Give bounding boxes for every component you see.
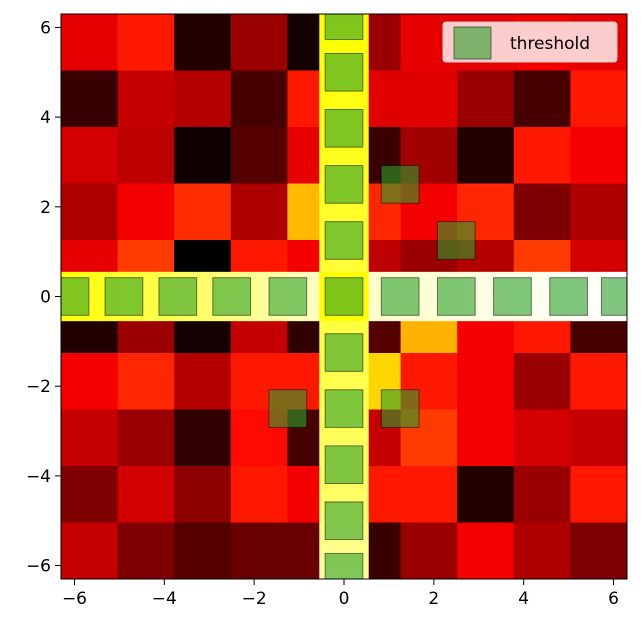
- heatmap-cell: [174, 466, 232, 523]
- heatmap-cell: [61, 522, 119, 579]
- heatmap-cell: [61, 70, 119, 128]
- heatmap-cell: [117, 522, 175, 579]
- x-tick-label: 6: [608, 589, 619, 609]
- heatmap-cell: [61, 14, 119, 71]
- y-tick-label: −2: [26, 377, 51, 397]
- heatmap-cell: [174, 70, 232, 128]
- heatmap-cell: [61, 409, 119, 467]
- threshold-marker: [493, 277, 532, 316]
- threshold-marker: [324, 109, 364, 148]
- x-tick-label: −6: [62, 589, 87, 609]
- heatmap-cell: [457, 70, 515, 128]
- y-tick-label: 6: [40, 18, 51, 38]
- heatmap-cell: [174, 127, 232, 184]
- threshold-marker: [268, 277, 308, 316]
- heatmap-cell: [570, 70, 627, 128]
- heatmap-cell: [117, 127, 175, 184]
- heatmap-cell: [174, 14, 232, 71]
- heatmap-cell: [457, 522, 515, 579]
- heatmap-cell: [513, 183, 571, 241]
- heatmap-cell: [230, 127, 288, 184]
- threshold-marker: [600, 277, 627, 316]
- heatmap-cell: [570, 522, 627, 579]
- heatmap-cell: [400, 522, 458, 579]
- heatmap-cell: [513, 127, 571, 184]
- heatmap-cell: [230, 70, 288, 128]
- threshold-marker: [268, 389, 308, 428]
- heatmap-cell: [570, 127, 627, 184]
- heatmap-cell: [61, 183, 119, 241]
- x-tick-label: 2: [428, 589, 439, 609]
- heatmap-cell: [230, 14, 288, 71]
- heatmap-cell: [513, 466, 571, 523]
- heatmap-cell: [61, 466, 119, 523]
- threshold-marker: [324, 277, 364, 316]
- heatmap-cell: [513, 522, 571, 579]
- heatmap-cell: [117, 409, 175, 467]
- heatmap-cell: [230, 183, 288, 241]
- x-tick-label: 4: [518, 589, 529, 609]
- heatmap-cell: [457, 466, 515, 523]
- heatmap-cell: [570, 183, 627, 241]
- legend: threshold: [442, 21, 618, 63]
- heatmap-cell: [117, 183, 175, 241]
- heatmap-cell: [117, 466, 175, 523]
- threshold-marker: [549, 277, 588, 316]
- heatmap-cell: [513, 70, 571, 128]
- threshold-marker: [324, 445, 364, 484]
- y-tick-label: 4: [40, 108, 51, 128]
- axis-ticks: −6 −4 −2 0 2 4 6 −6 −4 −2 0 2 4 6: [26, 18, 619, 609]
- heatmap-cell: [513, 409, 571, 467]
- heatmap-cell: [117, 14, 175, 71]
- legend-swatch-threshold: [453, 26, 492, 60]
- y-tick-label: 0: [40, 288, 51, 308]
- x-tick-label: −2: [242, 589, 267, 609]
- heatmap-cell: [117, 353, 175, 410]
- x-tick-label: 0: [339, 589, 350, 609]
- heatmap-cell: [61, 127, 119, 184]
- threshold-marker: [324, 14, 364, 41]
- legend-label-threshold: threshold: [510, 34, 590, 54]
- threshold-marker: [380, 165, 420, 204]
- heatmap-cell: [513, 353, 571, 410]
- threshold-marker: [324, 165, 364, 204]
- heatmap-cell: [570, 466, 627, 523]
- threshold-marker: [324, 501, 364, 541]
- threshold-marker: [436, 277, 476, 316]
- plot-area: [61, 14, 627, 579]
- threshold-marker: [104, 277, 144, 316]
- threshold-marker: [324, 52, 364, 92]
- heatmap-cell: [457, 409, 515, 467]
- heatmap-cell: [230, 466, 288, 523]
- heatmap-cell: [117, 70, 175, 128]
- heatmap-cell: [174, 353, 232, 410]
- y-tick-label: −6: [26, 557, 51, 577]
- threshold-marker: [436, 221, 476, 260]
- heatmap-cell: [230, 522, 288, 579]
- x-tick-label: −4: [152, 589, 177, 609]
- threshold-marker: [380, 277, 420, 316]
- threshold-marker: [324, 389, 364, 428]
- threshold-marker: [324, 552, 364, 579]
- y-tick-label: 2: [40, 198, 51, 218]
- heatmap-cell: [457, 353, 515, 410]
- threshold-marker: [158, 277, 198, 316]
- heatmap-cell: [457, 127, 515, 184]
- threshold-marker: [212, 277, 252, 316]
- heatmap-cell: [570, 353, 627, 410]
- heatmap-cell: [174, 409, 232, 467]
- heatmap-cell: [400, 466, 458, 523]
- threshold-marker: [61, 277, 90, 316]
- heatmap-cell: [174, 183, 232, 241]
- threshold-marker: [324, 221, 364, 260]
- heatmap-cell: [61, 353, 119, 410]
- threshold-marker: [380, 389, 420, 428]
- heatmap-cell: [174, 522, 232, 579]
- y-tick-label: −4: [26, 467, 51, 487]
- threshold-marker: [324, 333, 364, 372]
- heatmap-cell: [570, 409, 627, 467]
- heatmap-cell: [400, 70, 458, 128]
